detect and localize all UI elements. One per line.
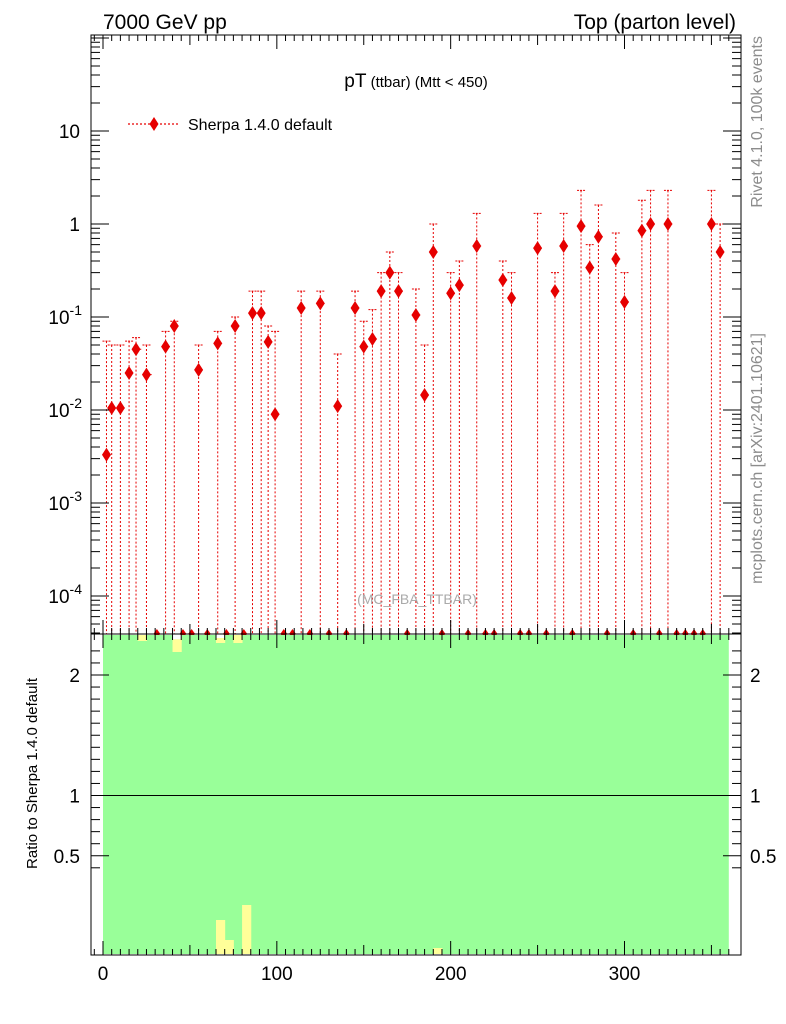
data-point xyxy=(263,325,273,634)
x-tick-label: 200 xyxy=(435,964,467,985)
data-point xyxy=(124,340,134,634)
x-tick-label: 100 xyxy=(261,964,293,985)
data-point xyxy=(454,260,464,634)
data-point xyxy=(611,232,621,634)
legend-entry: Sherpa 1.4.0 default xyxy=(188,117,333,134)
data-point xyxy=(256,290,266,634)
x-tick-label: 300 xyxy=(609,964,641,985)
ratio-bands xyxy=(103,635,729,954)
data-point xyxy=(637,199,647,634)
legend-marker xyxy=(149,117,159,131)
ratio-y-tick-label-left: 2 xyxy=(69,666,80,687)
data-point xyxy=(498,260,508,634)
data-point xyxy=(350,290,360,634)
data-point xyxy=(169,319,179,634)
data-point xyxy=(559,212,569,634)
data-point xyxy=(394,272,404,634)
data-point xyxy=(576,189,586,634)
data-point xyxy=(359,320,369,634)
data-point xyxy=(593,204,603,634)
data-point xyxy=(550,272,560,634)
main-panel: 10 1 10-1 10-2 10-3 10-4 pT (ttbar) (Mtt < 45… xyxy=(48,34,742,637)
ratio-band-gap xyxy=(172,635,182,640)
data-point xyxy=(620,272,629,634)
data-point xyxy=(385,251,395,634)
rivet-label: Rivet 4.1.0, 100k events xyxy=(749,36,766,208)
y-tick-label: 10-3 xyxy=(48,488,82,515)
legend: Sherpa 1.4.0 default xyxy=(128,117,333,134)
data-point xyxy=(646,189,656,634)
data-point xyxy=(706,189,716,634)
data-point xyxy=(585,244,595,634)
y-tick-label: 10-1 xyxy=(48,302,82,329)
ratio-band-gap xyxy=(215,635,226,638)
data-point xyxy=(446,272,456,634)
data-point xyxy=(161,330,171,634)
main-axis-ticks xyxy=(91,35,741,634)
data-point xyxy=(333,353,343,634)
data-point xyxy=(715,223,725,634)
data-point xyxy=(411,288,421,634)
data-point xyxy=(315,290,325,634)
ratio-y-tick-label-right: 2 xyxy=(750,666,761,687)
ratio-band-segment xyxy=(172,635,182,652)
data-point xyxy=(131,337,142,634)
data-point xyxy=(376,272,386,634)
ratio-band xyxy=(103,635,729,954)
ratio-band-segment xyxy=(433,948,443,954)
data-point xyxy=(420,344,430,634)
data-point xyxy=(101,340,111,634)
data-point xyxy=(367,309,377,634)
ratio-y-tick-label-left: 0.5 xyxy=(54,847,80,868)
y-tick-label: 10 xyxy=(59,122,80,143)
mcplots-label: mcplots.cern.ch [arXiv:2401.10621] xyxy=(749,333,766,584)
header-right: Top (parton level) xyxy=(574,11,736,34)
main-y-tick-labels: 10 1 10-1 10-2 10-3 10-4 xyxy=(48,122,82,608)
ratio-band-segment xyxy=(224,940,234,954)
data-point xyxy=(533,212,543,634)
data-point xyxy=(296,290,306,634)
data-point xyxy=(247,290,257,634)
data-point xyxy=(270,330,280,634)
y-tick-label: 10-2 xyxy=(48,395,82,422)
ratio-band-segment xyxy=(242,905,252,954)
y-tick-label: 1 xyxy=(69,215,80,236)
data-point xyxy=(107,344,117,634)
ratio-y-tick-labels: 2 2 1 1 0.5 0.5 xyxy=(54,666,777,868)
x-tick-labels: 0 100 200 300 xyxy=(98,964,641,985)
ratio-y-tick-label-left: 1 xyxy=(69,787,80,808)
data-point xyxy=(213,330,223,634)
data-point xyxy=(141,344,152,634)
ratio-band-segment xyxy=(215,920,226,954)
data-point xyxy=(194,344,204,634)
ratio-y-tick-label-right: 1 xyxy=(750,787,761,808)
data-point xyxy=(507,272,517,634)
watermark: (MC_FBA_TTBAR) xyxy=(357,591,477,607)
ratio-axis-ticks xyxy=(91,634,741,955)
y-tick-label: 10-4 xyxy=(48,581,82,608)
plot-title: pT (ttbar) (Mtt < 450) xyxy=(344,71,487,92)
ratio-panel: 2 2 1 1 0.5 0.5 0 100 200 300 Ratio to Sherpa 1.… xyxy=(24,633,777,985)
x-tick-label: 0 xyxy=(98,964,109,985)
ratio-band-segment xyxy=(137,635,147,641)
header-left: 7000 GeV pp xyxy=(103,11,227,34)
ratio-y-tick-label-right: 0.5 xyxy=(750,847,776,868)
data-point xyxy=(115,344,125,634)
main-plot-area xyxy=(101,189,725,637)
ratio-band-segment xyxy=(215,635,226,643)
data-point xyxy=(472,212,482,634)
data-point xyxy=(428,223,438,634)
ratio-band-segment xyxy=(233,635,243,643)
data-point xyxy=(663,189,673,634)
ratio-y-axis-label: Ratio to Sherpa 1.4.0 default xyxy=(24,677,41,869)
data-point xyxy=(230,316,240,634)
